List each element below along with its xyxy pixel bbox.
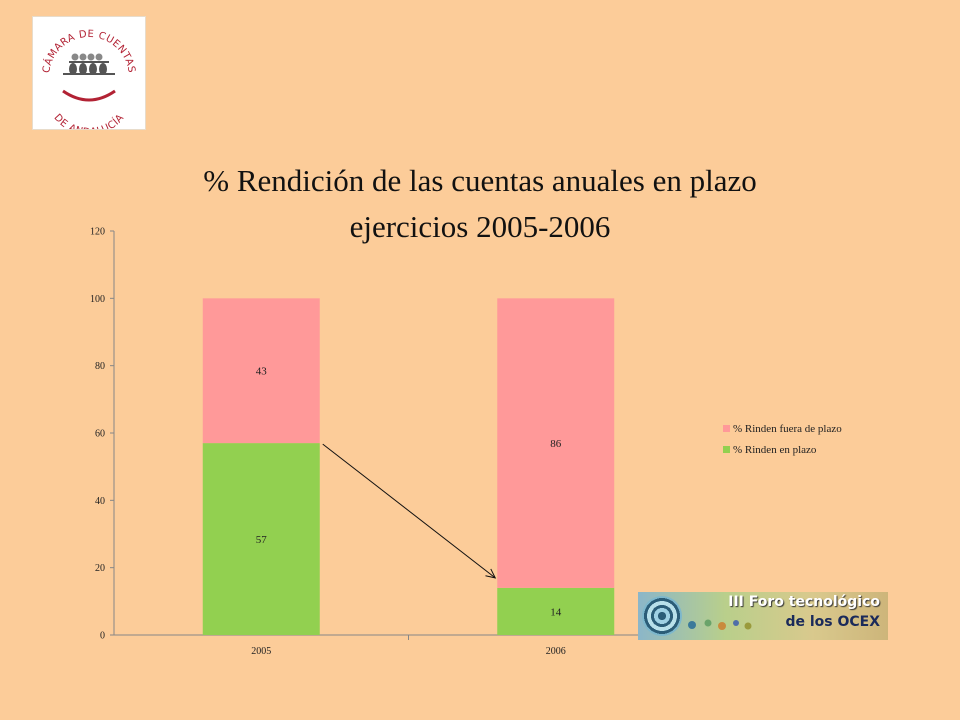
chart-title: % Rendición de las cuentas anuales en pl… <box>110 158 850 250</box>
logo-figures <box>62 53 116 102</box>
legend-swatch-1 <box>723 446 730 453</box>
data-label-2005-series-1: 43 <box>256 366 268 378</box>
plot-area: 0 20 40 60 80 100 120 2005 2006 57 43 14 86 % Rinden … <box>90 227 842 658</box>
annotation-arrow-head <box>485 568 497 579</box>
bar-2005-series-0 <box>202 443 320 635</box>
x-tick-label-2006: 2006 <box>546 646 566 657</box>
annotation-arrow-line <box>322 443 496 579</box>
chart-title-line-1: % Rendición de las cuentas anuales en pl… <box>203 163 757 198</box>
y-tick-label-20: 20 <box>95 563 105 574</box>
y-tick-label-80: 80 <box>95 361 105 372</box>
data-label-2005-series-0: 57 <box>256 534 268 546</box>
swirl-icon <box>642 596 682 636</box>
data-label-2006-series-1: 86 <box>550 438 562 450</box>
legend-swatch-0 <box>723 425 730 432</box>
bar-2005-series-1 <box>202 298 320 444</box>
legend-label-0: % Rinden fuera de plazo <box>733 423 842 435</box>
x-tick-label-2005: 2005 <box>251 646 271 657</box>
foro-logo-line-2: de los OCEX <box>785 614 880 630</box>
dots-icon <box>688 619 752 630</box>
bar-2006-series-0 <box>497 587 615 635</box>
data-label-2006-series-0: 14 <box>550 606 562 618</box>
bar-2006-series-1 <box>497 298 615 588</box>
y-tick-label-40: 40 <box>95 496 105 507</box>
foro-logo-line-1: III Foro tecnológico <box>728 594 880 610</box>
y-tick-label-120: 120 <box>90 227 105 238</box>
chart-title-line-2: ejercicios 2005-2006 <box>349 209 611 244</box>
legend-label-1: % Rinden en plazo <box>733 444 817 456</box>
y-tick-label-60: 60 <box>95 429 105 440</box>
y-tick-label-0: 0 <box>100 631 105 642</box>
y-tick-label-100: 100 <box>90 294 105 305</box>
foro-tecnologico-logo: III Foro tecnológico de los OCEX <box>638 592 888 640</box>
